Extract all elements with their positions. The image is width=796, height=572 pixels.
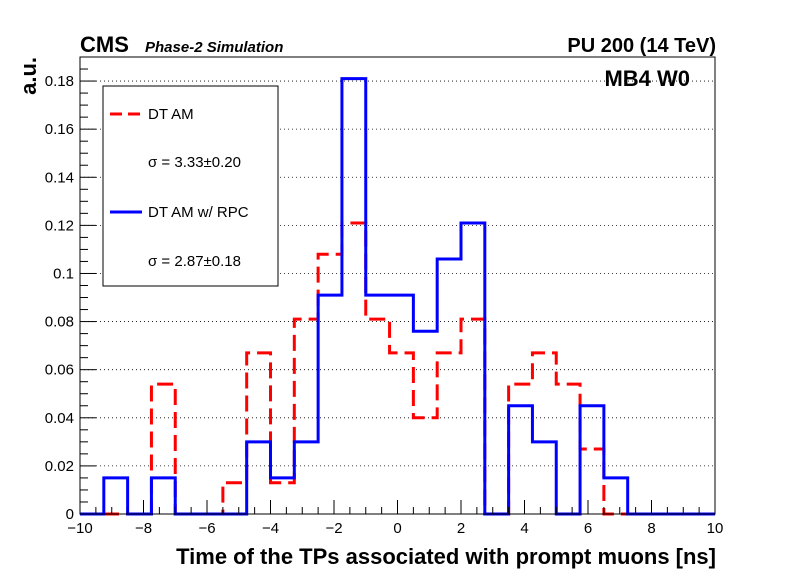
- x-tick-label: 6: [584, 520, 592, 537]
- legend-sigma-dt-am-rpc: σ = 2.87±0.18: [148, 253, 241, 270]
- legend-sigma-dt-am: σ = 3.33±0.20: [148, 154, 241, 171]
- legend-label-dt-am-rpc: DT AM w/ RPC: [148, 204, 249, 221]
- x-tick-label: −6: [198, 520, 215, 537]
- pileup-energy-label: PU 200 (14 TeV): [567, 35, 716, 57]
- x-tick-label: 2: [457, 520, 465, 537]
- y-axis-title: a.u.: [16, 57, 41, 95]
- x-tick-label: 0: [393, 520, 401, 537]
- station-wheel-label: MB4 W0: [604, 66, 690, 91]
- y-tick-label: 0.08: [45, 314, 74, 331]
- legend-box: [102, 85, 279, 287]
- y-tick-label: 0: [66, 506, 74, 523]
- legend-label-dt-am: DT AM: [148, 106, 194, 123]
- x-tick-label: 10: [707, 520, 724, 537]
- phase2-simulation-label: Phase-2 Simulation: [145, 39, 283, 56]
- x-tick-label: −4: [262, 520, 279, 537]
- y-tick-label: 0.18: [45, 73, 74, 90]
- x-tick-label: −10: [67, 520, 92, 537]
- y-tick-label: 0.02: [45, 458, 74, 475]
- y-tick-label: 0.12: [45, 217, 74, 234]
- y-tick-label: 0.14: [45, 169, 74, 186]
- x-tick-label: −2: [325, 520, 342, 537]
- cms-label: CMS: [80, 32, 129, 57]
- y-tick-label: 0.16: [45, 121, 74, 138]
- y-tick-label: 0.1: [53, 265, 74, 282]
- y-tick-label: 0.04: [45, 410, 74, 427]
- x-axis-title: Time of the TPs associated with prompt m…: [176, 544, 716, 569]
- legend: DT AM σ = 3.33±0.20 DT AM w/ RPC σ = 2.8…: [102, 85, 279, 287]
- y-tick-label: 0.06: [45, 362, 74, 379]
- axis-ticks: −10 −8 −6 −4 −2 0 2 4 6 8 10 0 0.02 0.04 0.06 0.08 0.1 0.…: [45, 68, 724, 537]
- x-tick-label: 8: [647, 520, 655, 537]
- x-tick-label: −8: [135, 520, 152, 537]
- x-tick-label: 4: [520, 520, 528, 537]
